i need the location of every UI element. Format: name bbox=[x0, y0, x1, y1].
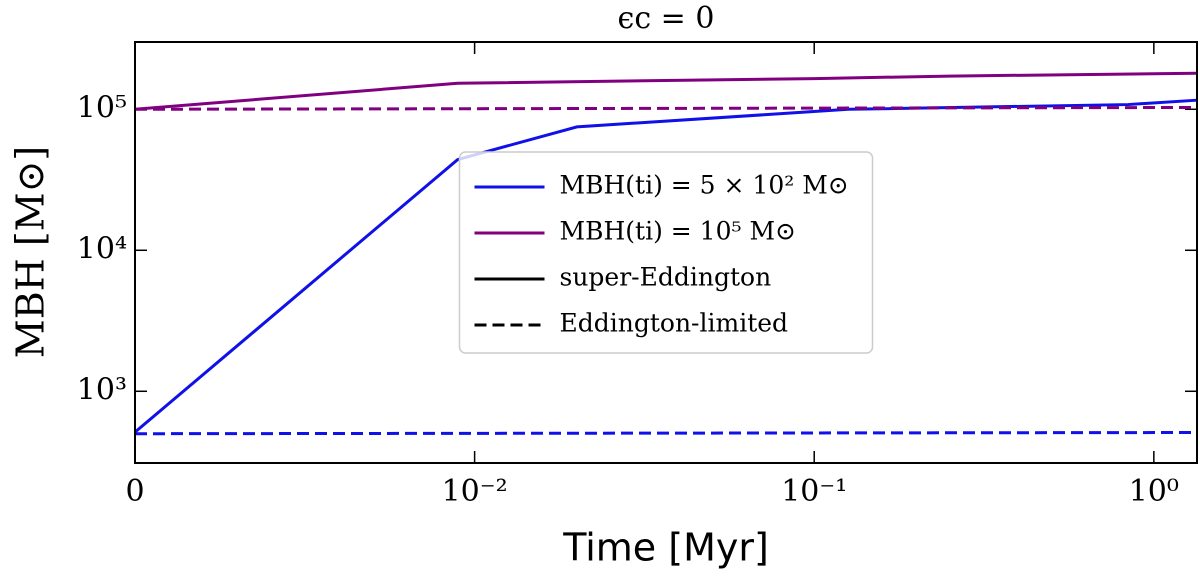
x-tick-label: 10⁰ bbox=[1129, 474, 1179, 509]
series-line bbox=[134, 431, 1198, 436]
y-tick-label: 10³ bbox=[77, 372, 127, 407]
series-line bbox=[134, 98, 1198, 434]
y-axis-label: MBH [M⊙] bbox=[9, 146, 53, 358]
legend-box bbox=[458, 151, 874, 354]
legend-label: super-Eddington bbox=[560, 263, 772, 292]
legend-label: MBH(ti) = 5 × 10² M⊙ bbox=[560, 171, 849, 200]
chart-title: ϵc = 0 bbox=[618, 1, 715, 36]
legend-label: MBH(ti) = 10⁵ M⊙ bbox=[560, 217, 797, 246]
x-tick-label: 10⁻² bbox=[442, 474, 508, 509]
plot-frame bbox=[134, 41, 1198, 464]
series-line bbox=[134, 105, 1198, 111]
x-tick-label: 0 bbox=[125, 474, 144, 509]
legend-label: Eddington-limited bbox=[560, 309, 789, 338]
series-line bbox=[134, 71, 1198, 111]
y-tick-label: 10⁴ bbox=[77, 231, 127, 266]
x-tick-label: 10⁻¹ bbox=[781, 474, 847, 509]
x-axis-label: Time [Myr] bbox=[562, 526, 769, 570]
y-tick-label: 10⁵ bbox=[77, 90, 127, 125]
